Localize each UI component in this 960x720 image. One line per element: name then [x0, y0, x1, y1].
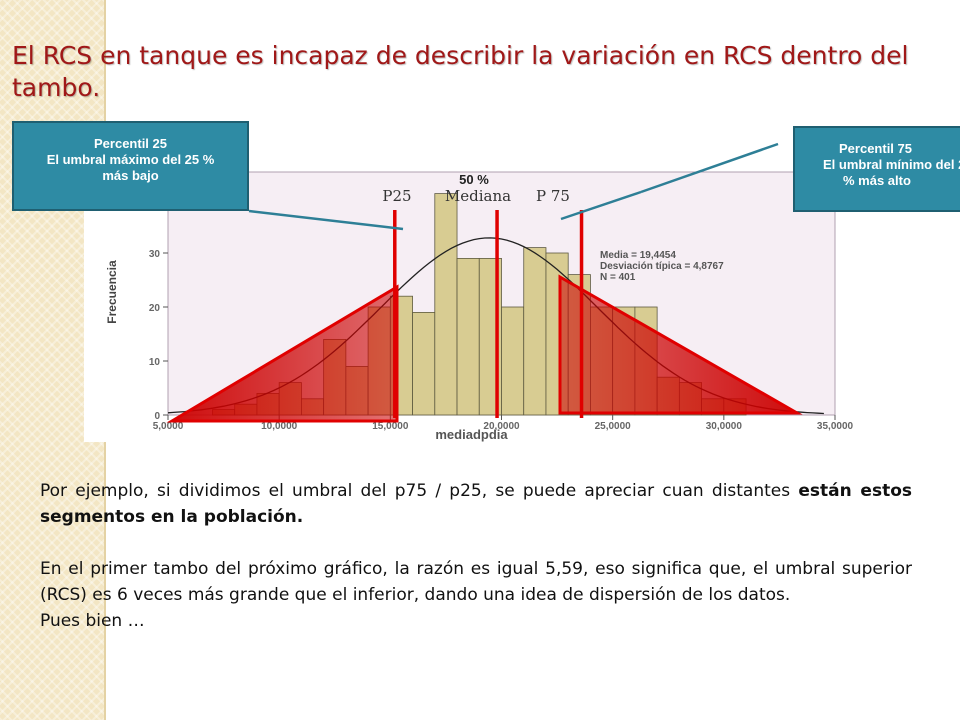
callout-percentile-25: Percentil 25 El umbral máximo del 25 % m…: [12, 121, 249, 211]
paragraph-1-bold: están estos segmentos en la población.: [40, 481, 913, 527]
x-axis-label: mediadpdia: [435, 427, 508, 442]
x-tick-label: 15,0000: [372, 421, 409, 432]
histogram-bar: [501, 306, 525, 416]
stats-text: N = 401: [600, 272, 636, 283]
y-tick-label: 20: [149, 303, 161, 314]
x-tick-label: 35,0000: [817, 421, 854, 432]
percentile-marker-label: Mediana: [445, 187, 511, 205]
body-text: Por ejemplo, si dividimos el umbral del …: [40, 478, 912, 634]
paragraph-2: En el primer tambo del próximo gráfico, …: [40, 559, 912, 605]
histogram-bar: [523, 247, 547, 416]
callout-right-line1: Percentil 75: [839, 141, 912, 156]
y-tick-label: 30: [149, 249, 161, 260]
callout-right-line2: El umbral mínimo del 25: [823, 157, 960, 172]
stats-text: Desviación típica = 4,8767: [600, 261, 724, 272]
histogram-bar: [456, 257, 480, 416]
callout-left-line2: El umbral máximo del 25 %: [46, 152, 215, 167]
paragraph-gap: [40, 530, 912, 556]
x-tick-label: 20,0000: [483, 421, 520, 432]
y-tick-label: 0: [154, 411, 160, 422]
stats-text: Media = 19,4454: [600, 250, 676, 261]
slide-title: El RCS en tanque es incapaz de describir…: [12, 41, 909, 102]
histogram-bar: [412, 311, 436, 416]
paragraph-1-text: Por ejemplo, si dividimos el umbral del …: [40, 481, 799, 501]
percent-label: 50 %: [459, 172, 489, 187]
upper-tail-triangle: [558, 274, 803, 415]
x-tick-label: 10,0000: [261, 421, 298, 432]
callout-left-line3: más bajo: [102, 168, 159, 183]
left-callout-connector: [248, 209, 404, 231]
callout-percentile-75: Percentil 75 El umbral mínimo del 25 % m…: [793, 126, 960, 212]
y-tick-label: 10: [149, 357, 161, 368]
callout-left-line1: Percentil 25: [94, 136, 167, 151]
percentile-marker-label: P 75: [536, 187, 570, 205]
lower-tail-triangle: [166, 284, 399, 423]
x-tick-label: 5,0000: [153, 421, 184, 432]
paragraph-3: Pues bien …: [40, 611, 145, 631]
x-tick-label: 25,0000: [595, 421, 632, 432]
right-callout-connector-lower: [560, 190, 642, 221]
paragraph-1: Por ejemplo, si dividimos el umbral del …: [40, 478, 912, 530]
percentile-marker-label: P25: [382, 187, 411, 205]
x-tick-label: 30,0000: [706, 421, 743, 432]
y-axis-label: Frecuencia: [105, 260, 119, 324]
right-callout-connector-upper: [640, 142, 779, 194]
histogram-bar: [434, 193, 458, 416]
callout-right-line3: % más alto: [843, 173, 911, 188]
